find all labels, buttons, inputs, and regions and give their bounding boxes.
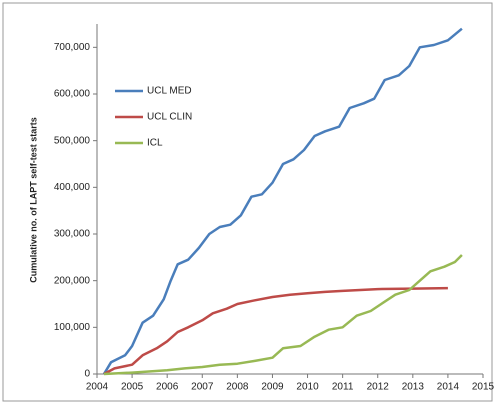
x-tick-label: 2012 xyxy=(367,382,390,393)
series-line xyxy=(103,254,463,376)
y-tick-label: 0 xyxy=(84,369,90,380)
x-tick-label: 2011 xyxy=(332,382,354,393)
x-tick-label: 2004 xyxy=(86,382,109,393)
y-tick-label: 300,000 xyxy=(54,229,91,240)
y-axis-label: Cumulative no. of LAPT self-test starts xyxy=(28,117,38,283)
y-tick-label: 500,000 xyxy=(54,135,91,146)
legend-label: UCL CLIN xyxy=(147,112,192,123)
x-tick-label: 2006 xyxy=(156,382,179,393)
y-tick-label: 600,000 xyxy=(54,89,91,100)
y-tick-label: 700,000 xyxy=(54,42,91,53)
x-tick-label: 2005 xyxy=(121,382,144,393)
series-line xyxy=(103,286,448,376)
x-tick-label: 2007 xyxy=(191,382,214,393)
x-tick-label: 2015 xyxy=(472,382,495,393)
y-tick-label: 400,000 xyxy=(54,182,91,193)
series-line xyxy=(102,27,463,375)
legend-label: ICL xyxy=(147,138,163,149)
chart-frame xyxy=(2,2,493,402)
legend-label: UCL MED xyxy=(147,86,192,97)
x-tick-label: 2010 xyxy=(296,382,319,393)
y-tick-label: 100,000 xyxy=(54,322,91,333)
y-tick-label: 200,000 xyxy=(54,275,91,286)
x-tick-label: 2013 xyxy=(402,382,425,393)
x-tick-label: 2009 xyxy=(261,382,284,393)
x-tick-label: 2014 xyxy=(437,382,460,393)
x-tick-label: 2008 xyxy=(226,382,249,393)
